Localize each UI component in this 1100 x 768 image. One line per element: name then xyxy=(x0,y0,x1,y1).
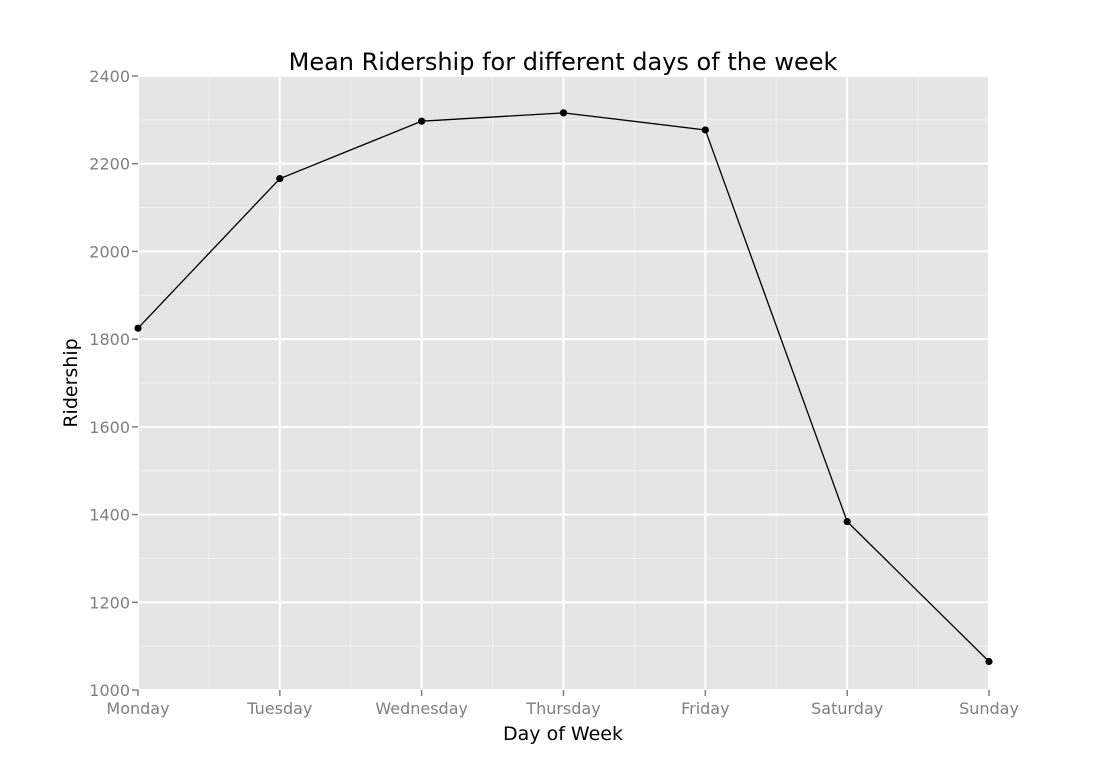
y-axis-title: Ridership xyxy=(60,338,82,427)
x-axis-tick-labels: Monday Tuesday Wednesday Thursday Friday Satu… xyxy=(106,699,1019,718)
x-tick-label-friday: Friday xyxy=(681,699,730,718)
x-tick-label-monday: Monday xyxy=(106,699,169,718)
data-point-friday xyxy=(701,126,709,134)
y-tick-label: 1200 xyxy=(89,593,130,612)
data-point-thursday xyxy=(559,109,568,117)
x-axis-title: Day of Week xyxy=(503,723,623,745)
data-point-tuesday xyxy=(276,175,284,183)
data-point-saturday xyxy=(843,517,851,526)
data-point-wednesday xyxy=(418,117,426,125)
x-tick-label-thursday: Thursday xyxy=(525,699,600,718)
x-tick-label-sunday: Sunday xyxy=(959,699,1019,718)
y-tick-label: 1600 xyxy=(89,418,130,437)
x-tick-label-tuesday: Tuesday xyxy=(246,699,312,718)
y-tick-label: 1800 xyxy=(89,330,130,349)
y-tick-label: 2000 xyxy=(89,242,130,261)
y-tick-label: 1000 xyxy=(89,681,130,700)
data-point-monday xyxy=(134,324,142,332)
chart-title: Mean Ridership for different days of the… xyxy=(289,48,838,76)
x-tick-label-saturday: Saturday xyxy=(811,699,883,718)
data-points xyxy=(134,109,993,666)
y-axis-tick-labels: 1000 1200 1400 1600 1800 2000 2200 2400 xyxy=(89,67,130,700)
axis-ticks xyxy=(132,75,990,696)
y-tick-label: 2200 xyxy=(89,155,130,174)
data-point-sunday xyxy=(985,657,993,666)
x-tick-label-wednesday: Wednesday xyxy=(375,699,468,718)
y-tick-label: 1400 xyxy=(89,506,130,525)
y-tick-label: 2400 xyxy=(89,67,130,86)
